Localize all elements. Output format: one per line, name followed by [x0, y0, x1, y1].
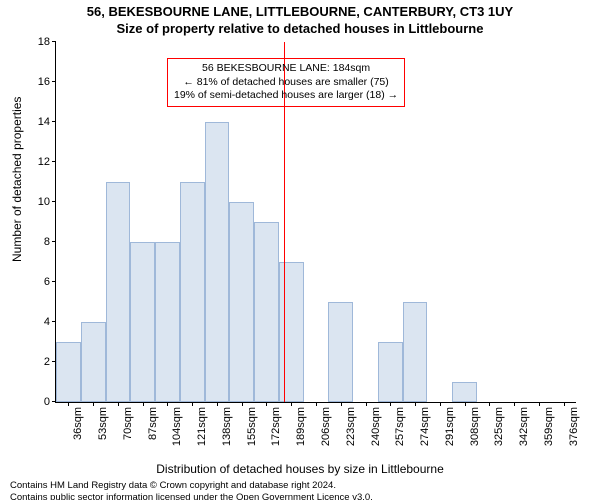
bar — [81, 322, 106, 402]
y-tick-mark — [52, 121, 56, 122]
x-tick-label: 121sqm — [196, 407, 208, 467]
x-tick-mark — [118, 402, 119, 406]
y-tick-label: 2 — [22, 356, 50, 368]
x-tick-label: 138sqm — [221, 407, 233, 467]
x-tick-mark — [539, 402, 540, 406]
y-tick-mark — [52, 241, 56, 242]
annotation-line: 19% of semi-detached houses are larger (… — [174, 89, 398, 103]
y-tick-label: 0 — [22, 396, 50, 408]
x-tick-mark — [93, 402, 94, 406]
bar — [205, 122, 230, 402]
y-tick-label: 8 — [22, 236, 50, 248]
footer-line2: Contains public sector information licen… — [10, 492, 594, 500]
bar — [279, 262, 304, 402]
x-tick-mark — [465, 402, 466, 406]
bar — [130, 242, 155, 402]
chart-title-line1: 56, BEKESBOURNE LANE, LITTLEBOURNE, CANT… — [0, 4, 600, 19]
x-tick-mark — [143, 402, 144, 406]
footer-line1: Contains HM Land Registry data © Crown c… — [10, 480, 594, 492]
x-tick-label: 376sqm — [568, 407, 580, 467]
y-tick-mark — [52, 161, 56, 162]
x-tick-mark — [217, 402, 218, 406]
x-tick-label: 155sqm — [246, 407, 258, 467]
x-tick-mark — [242, 402, 243, 406]
x-tick-mark — [366, 402, 367, 406]
plot-region: 02468101214161836sqm53sqm70sqm87sqm104sq… — [55, 42, 576, 403]
y-tick-mark — [52, 41, 56, 42]
y-tick-label: 6 — [22, 276, 50, 288]
x-tick-mark — [415, 402, 416, 406]
x-tick-mark — [167, 402, 168, 406]
y-tick-mark — [52, 321, 56, 322]
x-tick-label: 104sqm — [171, 407, 183, 467]
annotation-line: 56 BEKESBOURNE LANE: 184sqm — [174, 62, 398, 76]
x-tick-label: 291sqm — [444, 407, 456, 467]
bar — [155, 242, 180, 402]
y-tick-mark — [52, 201, 56, 202]
annotation-line: ← 81% of detached houses are smaller (75… — [174, 76, 398, 90]
x-tick-mark — [68, 402, 69, 406]
x-tick-mark — [266, 402, 267, 406]
y-tick-label: 18 — [22, 36, 50, 48]
x-tick-label: 87sqm — [147, 407, 159, 467]
bar — [378, 342, 403, 402]
x-tick-label: 342sqm — [518, 407, 530, 467]
bar — [254, 222, 279, 402]
x-tick-label: 223sqm — [345, 407, 357, 467]
bar — [452, 382, 477, 402]
x-tick-label: 70sqm — [122, 407, 134, 467]
annotation-box: 56 BEKESBOURNE LANE: 184sqm← 81% of deta… — [167, 58, 405, 107]
x-tick-label: 53sqm — [97, 407, 109, 467]
y-tick-mark — [52, 81, 56, 82]
chart-area: 02468101214161836sqm53sqm70sqm87sqm104sq… — [55, 42, 575, 402]
y-tick-label: 4 — [22, 316, 50, 328]
y-tick-mark — [52, 281, 56, 282]
x-tick-label: 36sqm — [72, 407, 84, 467]
x-tick-label: 274sqm — [419, 407, 431, 467]
bar — [403, 302, 428, 402]
x-tick-label: 172sqm — [270, 407, 282, 467]
y-tick-label: 16 — [22, 76, 50, 88]
y-tick-label: 12 — [22, 156, 50, 168]
x-tick-mark — [489, 402, 490, 406]
bar — [229, 202, 254, 402]
x-tick-mark — [341, 402, 342, 406]
bar — [106, 182, 131, 402]
x-tick-mark — [316, 402, 317, 406]
x-tick-mark — [192, 402, 193, 406]
bar — [328, 302, 353, 402]
x-tick-label: 308sqm — [469, 407, 481, 467]
x-tick-label: 325sqm — [493, 407, 505, 467]
y-tick-label: 10 — [22, 196, 50, 208]
x-tick-label: 189sqm — [295, 407, 307, 467]
footer-attribution: Contains HM Land Registry data © Crown c… — [0, 476, 600, 500]
bar — [56, 342, 81, 402]
chart-title-line2: Size of property relative to detached ho… — [0, 21, 600, 36]
y-tick-label: 14 — [22, 116, 50, 128]
x-tick-mark — [440, 402, 441, 406]
x-tick-mark — [564, 402, 565, 406]
x-tick-mark — [291, 402, 292, 406]
x-tick-label: 257sqm — [394, 407, 406, 467]
x-tick-label: 206sqm — [320, 407, 332, 467]
x-tick-label: 240sqm — [370, 407, 382, 467]
x-tick-label: 359sqm — [543, 407, 555, 467]
x-tick-mark — [390, 402, 391, 406]
bar — [180, 182, 205, 402]
x-tick-mark — [514, 402, 515, 406]
